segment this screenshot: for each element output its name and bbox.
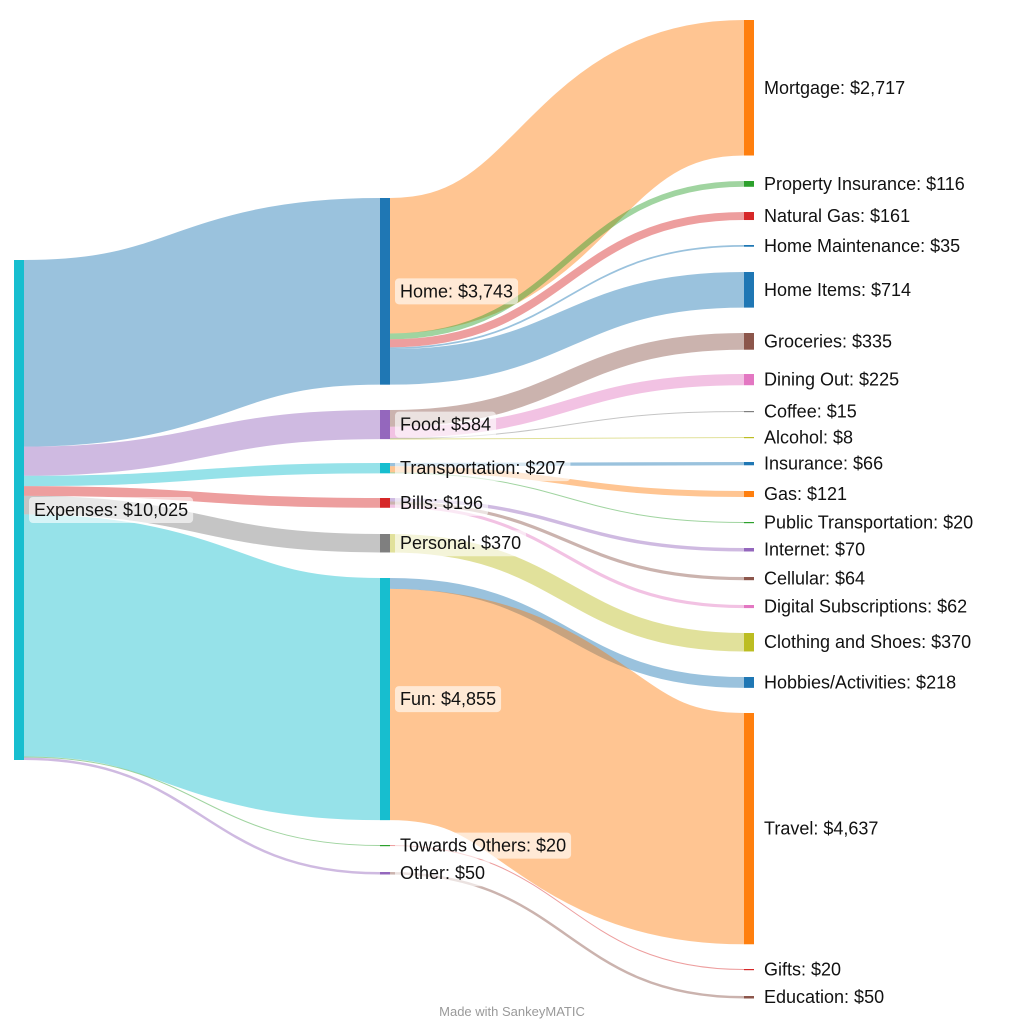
label-bg-personal: [395, 530, 527, 557]
node-cellular: [744, 577, 754, 581]
node-gas: [744, 491, 754, 498]
link-home-to-home_items: [389, 271, 745, 385]
label-personal: Personal: $370: [400, 533, 521, 553]
label-cellular: Cellular: $64: [764, 569, 865, 589]
link-expenses-to-home: [22, 198, 382, 447]
label-bg-food: [395, 411, 497, 438]
label-expenses: Expenses: $10,025: [34, 500, 188, 520]
label-home: Home: $3,743: [400, 281, 513, 301]
label-natural_gas: Natural Gas: $161: [764, 206, 910, 226]
label-alcohol: Alcohol: $8: [764, 428, 853, 448]
label-internet: Internet: $70: [764, 540, 865, 560]
node-internet: [744, 548, 754, 552]
label-food: Food: $584: [400, 415, 491, 435]
node-groceries: [744, 333, 754, 350]
node-education: [744, 996, 754, 999]
label-bg-bills: [395, 489, 489, 516]
label-transportation: Transportation: $207: [400, 458, 565, 478]
node-fun: [380, 578, 390, 821]
label-mortgage: Mortgage: $2,717: [764, 78, 905, 98]
link-expenses-to-towards_others: [23, 756, 381, 846]
label-education: Education: $50: [764, 987, 884, 1007]
label-home_maintenance: Home Maintenance: $35: [764, 236, 960, 256]
node-public_transportation: [744, 522, 754, 524]
label-bg-fun: [395, 686, 502, 713]
node-natural_gas: [744, 212, 754, 221]
label-clothing: Clothing and Shoes: $370: [764, 632, 971, 652]
link-expenses-to-bills: [23, 486, 381, 508]
label-bg-transportation: [395, 455, 571, 482]
link-home-to-mortgage: [387, 20, 747, 334]
node-alcohol: [744, 437, 754, 439]
node-travel: [744, 713, 754, 945]
label-digital_subscriptions: Digital Subscriptions: $62: [764, 597, 967, 617]
node-other: [380, 872, 390, 875]
node-coffee: [744, 411, 754, 413]
node-food: [380, 410, 390, 440]
link-fun-to-hobbies: [389, 577, 745, 688]
node-property_insurance: [744, 181, 754, 187]
link-home-to-property_insurance: [389, 181, 745, 340]
label-bg-expenses: [29, 497, 194, 523]
link-expenses-to-other: [23, 757, 381, 875]
node-insurance: [744, 462, 754, 466]
label-gas: Gas: $121: [764, 484, 847, 504]
label-insurance: Insurance: $66: [764, 454, 883, 474]
link-expenses-to-fun: [22, 514, 382, 821]
label-coffee: Coffee: $15: [764, 402, 857, 422]
node-expenses: [14, 260, 24, 760]
node-gifts: [744, 969, 754, 971]
label-public_transportation: Public Transportation: $20: [764, 513, 973, 533]
node-home: [380, 198, 390, 385]
label-groceries: Groceries: $335: [764, 331, 892, 351]
flow-nodes: [14, 20, 754, 999]
label-hobbies: Hobbies/Activities: $218: [764, 672, 956, 692]
link-fun-to-travel: [386, 588, 748, 945]
node-hobbies: [744, 677, 754, 688]
node-towards_others: [380, 845, 390, 847]
label-home_items: Home Items: $714: [764, 280, 911, 300]
label-bg-home: [395, 278, 519, 305]
label-other: Other: $50: [400, 863, 485, 883]
node-bills: [380, 498, 390, 508]
label-bills: Bills: $196: [400, 493, 483, 513]
link-food-to-alcohol: [389, 437, 745, 440]
label-gifts: Gifts: $20: [764, 960, 841, 980]
label-bg-other: [395, 860, 491, 887]
node-clothing: [744, 633, 754, 652]
link-expenses-to-transportation: [23, 462, 381, 487]
node-transportation: [380, 463, 390, 474]
label-bg-towards_others: [395, 832, 572, 859]
made-with-credit: Made with SankeyMATIC: [439, 1004, 585, 1019]
label-travel: Travel: $4,637: [764, 819, 878, 839]
link-home-to-natural_gas: [389, 212, 745, 348]
node-personal: [380, 534, 390, 553]
node-home_items: [744, 272, 754, 308]
label-property_insurance: Property Insurance: $116: [764, 174, 965, 194]
node-labels: Expenses: $10,025 Home: $3,743 Food: $584 T…: [29, 78, 973, 1007]
node-home_maintenance: [744, 245, 754, 247]
link-home-to-home_maintenance: [389, 245, 745, 350]
node-mortgage: [744, 20, 754, 156]
node-dining_out: [744, 374, 754, 386]
label-towards_others: Towards Others: $20: [400, 836, 566, 856]
label-dining_out: Dining Out: $225: [764, 370, 899, 390]
label-fun: Fun: $4,855: [400, 689, 496, 709]
link-expenses-to-food: [23, 410, 381, 476]
node-digital_subscriptions: [744, 605, 754, 609]
